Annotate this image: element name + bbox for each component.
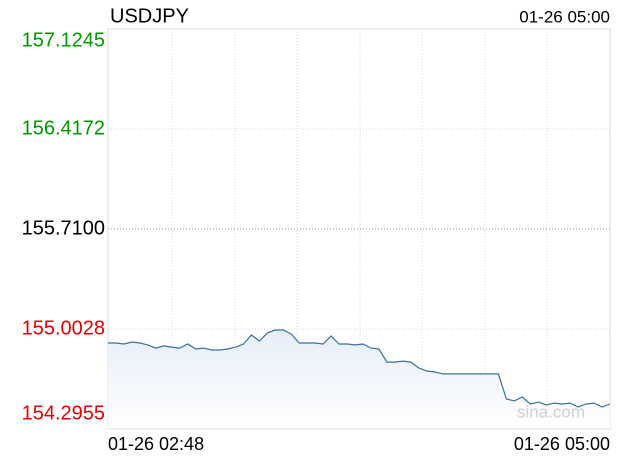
timestamp: 01-26 05:00 bbox=[519, 7, 610, 26]
y-tick-label: 155.0028 bbox=[22, 317, 105, 339]
x-end-label: 01-26 05:00 bbox=[514, 434, 610, 454]
y-tick-label: 155.7100 bbox=[22, 217, 105, 239]
x-start-label: 01-26 02:48 bbox=[108, 434, 204, 454]
price-line bbox=[108, 329, 611, 408]
y-tick-label: 154.2955 bbox=[22, 402, 105, 424]
y-tick-label: 156.4172 bbox=[22, 117, 105, 139]
price-area bbox=[108, 330, 610, 429]
y-tick-label: 157.1245 bbox=[22, 29, 105, 51]
chart-title: USDJPY bbox=[110, 5, 189, 27]
watermark: sina.com bbox=[517, 402, 585, 421]
